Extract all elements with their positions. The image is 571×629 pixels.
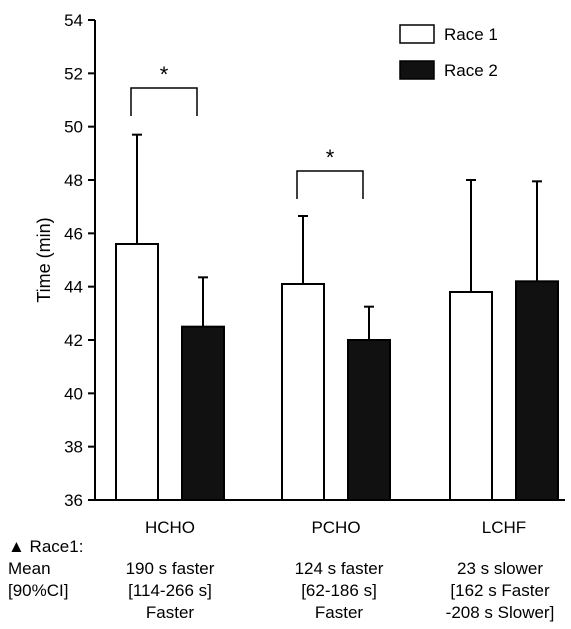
bars: [115, 133, 559, 502]
x-tick-label: HCHO: [145, 518, 195, 537]
legend-swatch: [399, 60, 435, 80]
stats-column-lchf: 23 s slower [162 s Faster -208 s Slower]: [425, 558, 571, 624]
y-tick-label: 54: [64, 11, 83, 30]
stats-row-labels: ▲ Race1: Mean [90%CI]: [8, 536, 83, 602]
legend-swatch: [399, 24, 435, 44]
stats-column-pcho: 124 s faster [62-186 s] Faster: [264, 558, 414, 624]
stats-line: 190 s faster: [125, 559, 215, 578]
bar: [347, 339, 391, 501]
stats-line: 23 s slower: [457, 559, 543, 578]
stats-line: Faster: [314, 603, 364, 622]
significance-bracket: [296, 170, 364, 199]
y-tick-label: 40: [64, 384, 83, 403]
stats-line: Faster: [145, 603, 195, 622]
stats-line: [162 s Faster: [450, 581, 550, 600]
legend: Race 1 Race 2: [399, 24, 498, 80]
y-axis-label: Time (min): [34, 217, 54, 302]
stats-row-label: Mean: [8, 559, 51, 578]
y-tick-label: 50: [64, 118, 83, 137]
stats-line: -208 s Slower]: [445, 603, 555, 622]
y-tick-label: 44: [64, 278, 83, 297]
legend-label: Race 1: [444, 25, 498, 44]
stats-line: [62-186 s]: [301, 581, 377, 600]
y-tick-label: 48: [64, 171, 83, 190]
bar: [281, 283, 325, 501]
bar: [181, 325, 225, 501]
stats-column-hcho: 190 s faster [114-266 s] Faster: [95, 558, 245, 624]
stats-line: 124 s faster: [294, 559, 384, 578]
y-tick-label: 38: [64, 438, 83, 457]
x-tick-labels: HCHO PCHO LCHF: [145, 518, 526, 537]
significance-bracket: [130, 87, 198, 116]
significance-brackets: **: [130, 62, 364, 199]
x-tick-label: LCHF: [482, 518, 526, 537]
significance-star: *: [326, 145, 335, 170]
y-tick-label: 46: [64, 224, 83, 243]
y-tick-label: 42: [64, 331, 83, 350]
bar: [449, 291, 493, 501]
stats-line: [114-266 s]: [128, 581, 212, 600]
y-axis: 36 38 40 42 44 46 48 50 52 54: [64, 11, 565, 510]
stats-row-label: [90%CI]: [8, 581, 69, 600]
bar: [515, 280, 559, 502]
x-tick-label: PCHO: [311, 518, 360, 537]
stats-row-label: ▲ Race1:: [8, 537, 84, 556]
y-tick-label: 36: [64, 491, 83, 510]
y-tick-label: 52: [64, 64, 83, 83]
legend-label: Race 2: [444, 61, 498, 80]
significance-star: *: [160, 62, 169, 87]
bar: [115, 243, 159, 501]
